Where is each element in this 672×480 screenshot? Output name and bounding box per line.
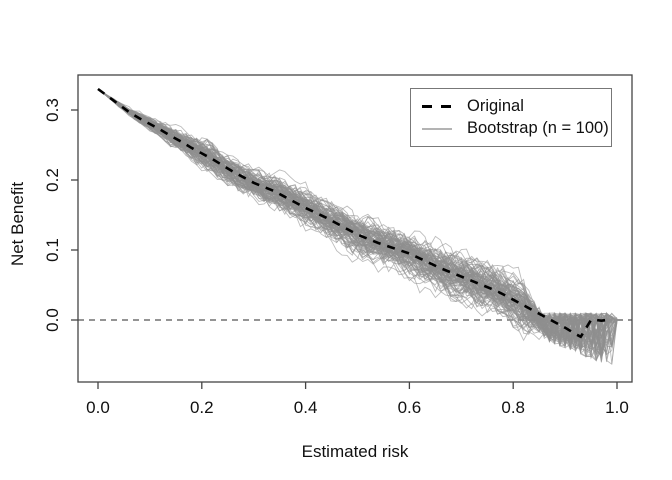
bootstrap-line [97, 88, 609, 333]
x-tick-label: 0.4 [294, 398, 318, 417]
x-tick-label: 1.0 [605, 398, 629, 417]
bootstrap-line [97, 88, 618, 357]
x-tick-label: 0.6 [398, 398, 422, 417]
y-tick-label: 0.1 [43, 238, 62, 262]
x-axis-title: Estimated risk [301, 442, 409, 461]
legend-label-original: Original [467, 97, 524, 115]
x-tick-label: 0.2 [190, 398, 214, 417]
legend-item-bootstrap: Bootstrap (n = 100) [422, 118, 611, 140]
x-tick-label: 0.8 [501, 398, 525, 417]
bootstrap-line [97, 88, 617, 358]
bootstrap-line [97, 88, 604, 342]
bootstrap-line [97, 88, 609, 361]
dashed-line-sample-icon [422, 105, 452, 108]
legend: Original Bootstrap (n = 100) [410, 88, 612, 147]
y-tick-label: 0.3 [43, 98, 62, 122]
plot-border [77, 74, 633, 383]
legend-label-bootstrap: Bootstrap (n = 100) [467, 119, 609, 137]
bootstrap-line [97, 88, 618, 353]
legend-item-original: Original [422, 96, 611, 118]
gray-line-sample-icon [422, 127, 452, 130]
y-tick-label: 0.0 [43, 308, 62, 332]
y-tick-label: 0.2 [43, 168, 62, 192]
bootstrap-line [97, 88, 618, 355]
y-axis-title: Net Benefit [8, 181, 27, 267]
bootstrap-line [97, 88, 618, 344]
original-line [97, 87, 607, 339]
x-tick-label: 0.0 [86, 398, 110, 417]
